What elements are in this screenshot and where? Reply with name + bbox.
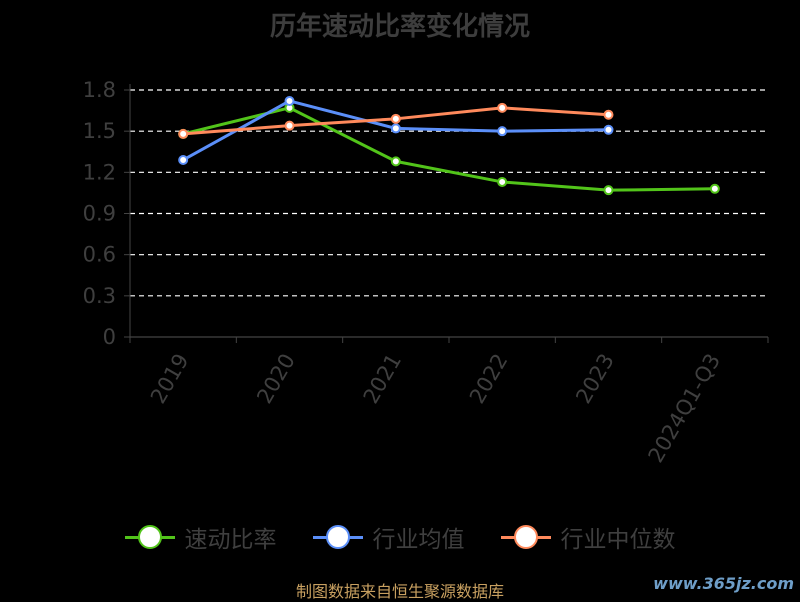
data-point-0: [603, 185, 614, 196]
data-point-0: [390, 156, 401, 167]
series-line-0: [182, 106, 715, 192]
data-point-1: [497, 126, 508, 137]
legend-label: 行业均值: [372, 527, 465, 553]
data-point-2: [284, 120, 295, 131]
data-point-1: [603, 124, 614, 135]
data-point-2: [390, 113, 401, 124]
legend: 速动比率 行业均值 行业中位数: [0, 520, 800, 554]
legend-item-1[interactable]: 行业均值: [312, 520, 465, 554]
x-tick-label: 2023: [571, 350, 619, 408]
y-tick-label: 0.9: [83, 202, 116, 226]
data-point-1: [390, 123, 401, 134]
data-point-1: [284, 95, 295, 106]
y-tick-label: 1.8: [83, 78, 116, 102]
data-point-0: [497, 176, 508, 187]
legend-marker-icon: [500, 522, 551, 552]
y-tick-label: 1.5: [83, 119, 116, 143]
data-point-1: [178, 154, 189, 165]
legend-item-0[interactable]: 速动比率: [124, 520, 277, 554]
y-tick-label: 0: [103, 325, 116, 349]
data-point-0: [709, 183, 720, 194]
legend-label: 行业中位数: [560, 527, 676, 553]
y-tick-label: 1.2: [83, 160, 116, 184]
legend-marker-icon: [312, 522, 363, 552]
data-point-2: [497, 102, 508, 113]
x-tick-label: 2022: [465, 349, 513, 407]
data-point-2: [603, 109, 614, 120]
y-tick-label: 0.3: [83, 284, 116, 308]
x-tick-label: 2019: [146, 350, 194, 408]
watermark: www.365jz.com: [653, 574, 794, 593]
source-note: 制图数据来自恒生聚源数据库: [295, 582, 504, 601]
data-point-2: [178, 128, 189, 139]
legend-marker-icon: [124, 522, 175, 552]
x-tick-label: 2024Q1-Q3: [644, 350, 726, 467]
legend-label: 速动比率: [184, 527, 277, 553]
legend-item-2[interactable]: 行业中位数: [500, 520, 676, 554]
x-tick-label: 2021: [359, 350, 407, 408]
x-tick-label: 2020: [252, 350, 300, 408]
chart-title: 历年速动比率变化情况: [269, 12, 530, 42]
y-tick-label: 0.6: [83, 243, 116, 267]
